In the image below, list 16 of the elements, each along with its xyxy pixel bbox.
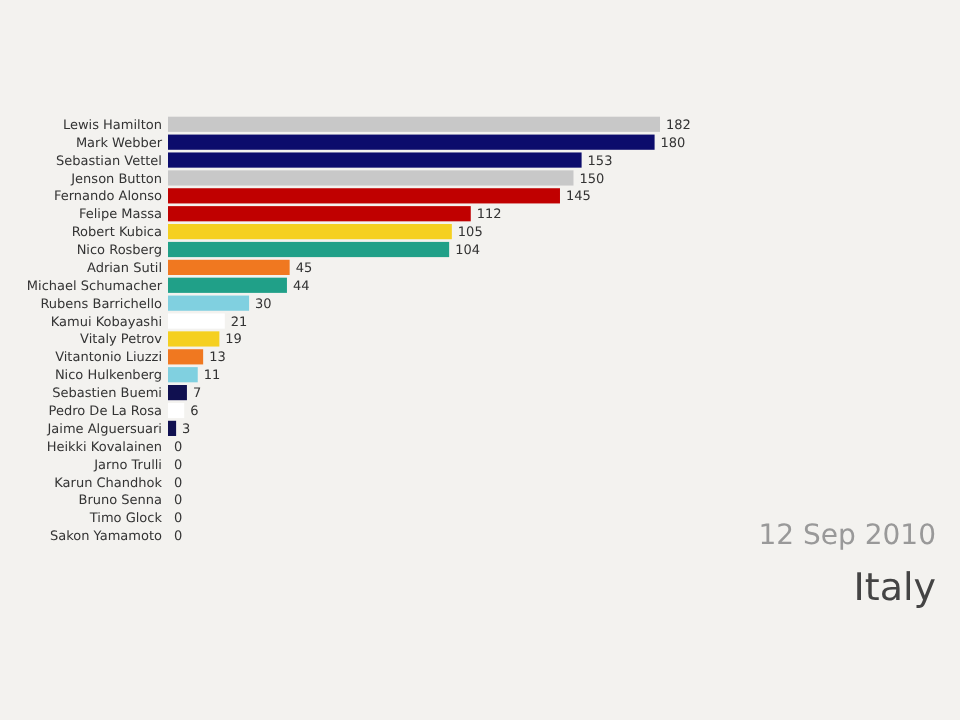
bar bbox=[168, 224, 452, 240]
bar bbox=[168, 420, 177, 436]
bar bbox=[168, 170, 574, 186]
bar bbox=[168, 313, 225, 329]
bar bbox=[168, 295, 250, 311]
bar bbox=[168, 349, 204, 365]
text: Italy bbox=[853, 566, 936, 610]
bar bbox=[168, 331, 220, 347]
bar bbox=[168, 367, 198, 383]
bar bbox=[168, 116, 660, 132]
bar bbox=[168, 385, 187, 401]
bar bbox=[168, 241, 450, 258]
text: 12 Sep 2010 bbox=[758, 520, 936, 552]
bar bbox=[168, 259, 290, 275]
bar bbox=[168, 402, 185, 419]
bar bbox=[168, 277, 287, 293]
